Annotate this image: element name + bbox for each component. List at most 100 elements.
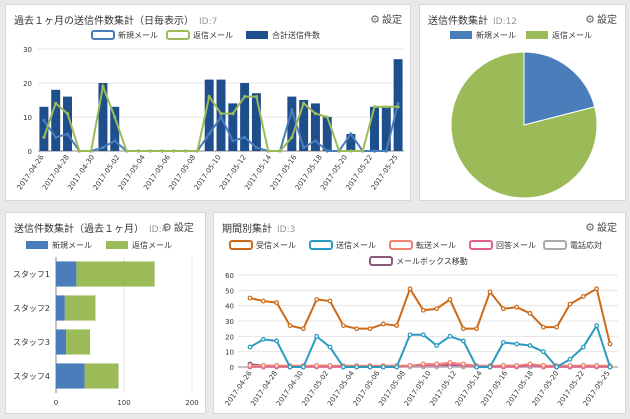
point-new — [290, 108, 294, 112]
point-reply — [42, 135, 46, 139]
point-reply — [372, 105, 377, 109]
panel-title: 過去１ヶ月の送信件数集計（日毎表示） ID:7 — [14, 16, 218, 27]
series-line — [250, 363, 610, 368]
series-point — [527, 310, 533, 316]
y-tick-label: 10 — [225, 349, 234, 357]
bar-total — [63, 96, 73, 151]
series-point — [594, 286, 600, 292]
series-point — [314, 363, 320, 368]
point-new — [65, 132, 70, 136]
point-reply — [254, 95, 259, 99]
panel-staff: 送信件数集計（過去１ヶ月） ID:4 ⚙ 設定 新規メール 返信メール 0 100 200 ス… — [5, 212, 206, 414]
point-reply — [290, 135, 294, 139]
series-point — [540, 349, 546, 355]
point-new — [302, 146, 306, 150]
settings-button[interactable]: ⚙ 設定 — [585, 13, 617, 26]
slice-reply — [450, 51, 598, 199]
gear-icon: ⚙ — [585, 221, 595, 234]
legend-item-swatch — [389, 240, 413, 250]
bar-reply — [84, 363, 119, 389]
bar-total — [310, 103, 320, 151]
bar-total — [39, 106, 49, 151]
series-point — [367, 326, 373, 332]
series-point — [540, 324, 546, 330]
series-point — [514, 341, 520, 347]
series-point — [567, 301, 573, 307]
bar-total — [110, 106, 120, 151]
panel-pie: 送信件数集計 ID:12 ⚙ 設定 新規メール 返信メール — [419, 4, 626, 201]
y-tick-label: 0 — [230, 364, 234, 372]
legend-reply-label: 返信メール — [132, 240, 172, 250]
series-point — [327, 298, 333, 304]
series-point — [394, 323, 400, 328]
point-reply — [124, 149, 129, 153]
point-reply — [361, 149, 365, 153]
series-point — [607, 364, 613, 370]
series-point — [260, 298, 266, 304]
series-point — [594, 323, 600, 328]
settings-button[interactable]: ⚙ 設定 — [370, 13, 402, 26]
series-point — [367, 364, 373, 370]
series-point — [460, 326, 466, 332]
staff-chart: 新規メール 返信メール 0 100 200 スタッフ1 スタッフ2 スタッフ3 スタッフ4 — [13, 240, 199, 407]
y-tick-label: 60 — [225, 272, 234, 280]
series-point — [434, 306, 440, 312]
panel-daily: 過去１ヶ月の送信件数集計（日毎表示） ID:7 ⚙ 設定 0 10 20 30 新規メール 返… — [5, 4, 411, 201]
series-point — [514, 304, 520, 310]
bar-total — [251, 93, 261, 151]
panel-title: 送信件数集計 ID:12 — [428, 16, 518, 27]
point-new — [254, 146, 259, 150]
bar-total — [369, 106, 379, 151]
legend-item-label: メールボックス移動 — [396, 256, 468, 266]
series-point — [580, 363, 586, 368]
point-reply — [313, 112, 318, 116]
point-reply — [325, 115, 329, 119]
series-point — [260, 363, 266, 368]
panel-id: ID:7 — [199, 17, 218, 27]
legend-new-label: 新規メール — [52, 240, 92, 250]
series-point — [554, 364, 560, 370]
series-point — [380, 364, 386, 370]
slice-new — [523, 51, 596, 126]
series-point — [247, 344, 253, 350]
point-reply — [396, 105, 400, 109]
point-reply — [65, 112, 70, 116]
y-tick-label: 40 — [225, 303, 234, 311]
legend-item-label: 受信メール — [256, 240, 296, 250]
series-point — [474, 364, 480, 370]
settings-button[interactable]: ⚙ 設定 — [585, 221, 617, 234]
point-reply — [148, 149, 152, 153]
series-point — [447, 297, 453, 302]
legend-item-label: 送信メール — [336, 240, 376, 250]
legend-new-swatch — [450, 31, 472, 39]
y-tick-label: 0 — [28, 148, 32, 156]
point-reply — [337, 149, 341, 153]
series-point — [460, 361, 466, 367]
bar-total — [322, 117, 332, 151]
legend-item-swatch — [543, 240, 567, 250]
legend-total-swatch — [246, 31, 268, 39]
series-point — [340, 364, 346, 370]
point-new — [42, 118, 46, 122]
series-point — [487, 289, 493, 295]
legend-reply-swatch — [106, 241, 128, 249]
point-reply — [243, 95, 247, 99]
series-point — [527, 343, 533, 348]
series-point — [487, 364, 493, 370]
series-point — [420, 361, 426, 367]
pie-chart: 新規メール 返信メール — [450, 30, 598, 199]
legend-reply-label: 返信メール — [193, 30, 233, 40]
point-reply — [160, 149, 164, 153]
point-reply — [266, 149, 270, 153]
series-point — [247, 295, 253, 301]
series-point — [380, 321, 386, 327]
point-new — [207, 132, 211, 136]
point-new — [219, 115, 223, 119]
series-point — [274, 363, 280, 368]
series-point — [594, 363, 600, 368]
point-reply — [384, 105, 388, 109]
panel-id: ID:3 — [277, 225, 296, 235]
point-new — [396, 101, 400, 105]
settings-button[interactable]: ⚙ 設定 — [162, 221, 194, 234]
series-point — [567, 363, 573, 368]
